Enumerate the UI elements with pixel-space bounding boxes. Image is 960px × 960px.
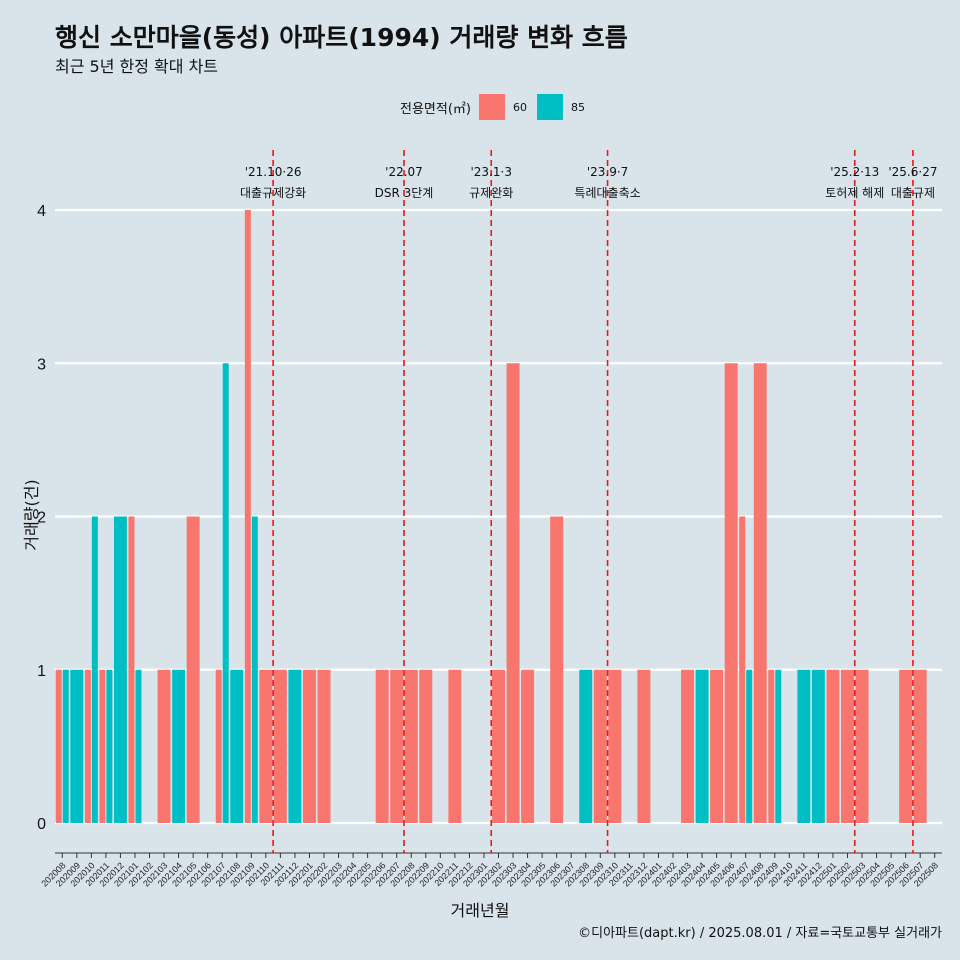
bar-60-202502 xyxy=(841,669,854,823)
annotation-date: '21.10·26 xyxy=(245,165,302,179)
bar-85-202107 xyxy=(222,363,229,823)
bar-60-202306 xyxy=(550,516,564,823)
bar-60-202503 xyxy=(855,669,869,823)
bar-60-202202 xyxy=(317,669,331,823)
annotation-date: '23.1·3 xyxy=(470,165,511,179)
y-tick-label: 1 xyxy=(37,663,46,680)
bar-60-202206 xyxy=(375,669,389,823)
x-axis-label: 거래년월 xyxy=(450,901,510,920)
y-tick-label: 4 xyxy=(37,203,46,220)
bar-60-202208 xyxy=(404,669,418,823)
bar-60-202304 xyxy=(521,669,535,823)
bar-60-202209 xyxy=(419,669,433,823)
bar-85-202112 xyxy=(288,669,302,823)
bar-60-202403 xyxy=(681,669,695,823)
bar-60-202201 xyxy=(302,669,316,823)
bar-85-202011 xyxy=(106,669,113,823)
chart-title: 행신 소만마을(동성) 아파트(1994) 거래량 변화 흐름 xyxy=(55,23,628,52)
bar-85-202109 xyxy=(251,516,258,823)
legend: 전용면적(㎡) 60 85 xyxy=(400,93,595,121)
bar-60-202309 xyxy=(593,669,607,823)
bar-85-202101 xyxy=(135,669,142,823)
bar-60-202008 xyxy=(55,669,62,823)
bar-85-202412 xyxy=(811,669,825,823)
bar-60-202101 xyxy=(128,516,135,823)
bar-60-202406 xyxy=(724,363,738,823)
legend-swatch-60 xyxy=(478,94,505,120)
bar-60-202110 xyxy=(259,669,273,823)
bar-60-202103 xyxy=(157,669,171,823)
annotation-label: 대출규제강화 xyxy=(240,186,306,200)
annotation-date: '23.9·7 xyxy=(587,165,628,179)
y-axis-label: 거래량(건) xyxy=(22,479,41,551)
bar-60-202302 xyxy=(492,669,505,823)
bar-60-202111 xyxy=(273,669,287,823)
annotation-label: 규제완화 xyxy=(469,186,513,200)
y-tick-label: 0 xyxy=(37,816,46,833)
bar-60-202211 xyxy=(448,669,462,823)
annotation-label: 토허제 해제 xyxy=(825,186,884,200)
bar-60-202407 xyxy=(739,516,746,823)
bar-60-202310 xyxy=(608,669,622,823)
annotation-date: '25.2·13 xyxy=(830,165,879,179)
bar-85-202409 xyxy=(775,669,782,823)
bar-60-202506 xyxy=(899,669,913,823)
legend-title: 전용면적(㎡) xyxy=(400,101,471,117)
y-tick-label: 3 xyxy=(37,356,46,373)
chart-subtitle: 최근 5년 한정 확대 차트 xyxy=(55,57,219,76)
bar-85-202104 xyxy=(172,669,186,823)
bar-60-202105 xyxy=(186,516,200,823)
bar-60-202109 xyxy=(244,210,251,823)
annotation-label: 특례대출축소 xyxy=(574,186,640,200)
bar-85-202411 xyxy=(797,669,811,823)
bar-85-202404 xyxy=(695,669,709,823)
bar-60-202303 xyxy=(506,363,520,823)
bar-85-202008 xyxy=(62,669,69,823)
legend-label-60: 60 xyxy=(512,100,527,114)
bar-60-202207 xyxy=(390,669,404,823)
annotation-label: 대출규제 xyxy=(891,186,935,200)
bar-60-202501 xyxy=(826,669,840,823)
y-tick-label: 2 xyxy=(37,510,46,527)
bar-60-202107 xyxy=(215,669,222,823)
bar-85-202010 xyxy=(91,516,98,823)
annotation-label: DSR 3단계 xyxy=(375,186,434,200)
bar-85-202012 xyxy=(113,516,127,823)
annotation-date: '25.6·27 xyxy=(888,165,937,179)
bar-60-202409 xyxy=(768,669,775,823)
bar-85-202308 xyxy=(579,669,593,823)
bar-60-202408 xyxy=(753,363,767,823)
bar-60-202405 xyxy=(710,669,724,823)
bar-60-202010 xyxy=(84,669,91,823)
bar-60-202312 xyxy=(637,669,651,823)
bar-60-202507 xyxy=(913,669,927,823)
bar-85-202108 xyxy=(230,669,244,823)
source-footer: ©디아파트(dapt.kr) / 2025.08.01 / 자료=국토교통부 실… xyxy=(578,926,942,941)
bar-85-202407 xyxy=(746,669,753,823)
annotation-date: '22.07 xyxy=(385,165,423,179)
legend-label-85: 85 xyxy=(570,100,585,114)
bar-85-202009 xyxy=(70,669,84,823)
bar-60-202011 xyxy=(99,669,106,823)
legend-swatch-85 xyxy=(536,94,563,120)
